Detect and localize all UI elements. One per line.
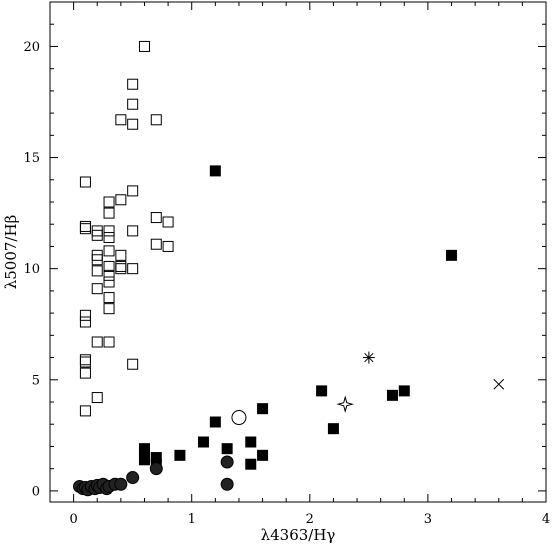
data-point-open-square [91,225,103,237]
data-point-filled-square [198,436,210,448]
data-point-open-square [91,249,103,261]
data-point-filled-circle [126,471,140,485]
data-point-open-square [103,232,115,244]
axis-ticks [50,1,547,502]
x-axis-label: λ4363/Hγ [261,526,336,544]
data-point-open-square [103,196,115,208]
tick-labels: 0 1 2 3 4 0 5 10 15 20 [23,40,550,527]
data-point-open-square [79,309,91,321]
x-tick-label: 3 [424,512,432,527]
data-point-filled-square [257,403,269,415]
data-point-open-square [127,98,139,110]
x-tick-label: 4 [542,512,550,527]
data-point-open-square [79,356,91,368]
data-point-open-square [79,354,91,366]
data-point-filled-square [245,458,257,470]
data-point-open-square [91,265,103,277]
data-point-open-square [127,185,139,197]
data-point-filled-square [257,449,269,461]
data-point-open-square [115,249,127,261]
data-point-open-square [103,276,115,288]
data-point-filled-square [327,423,339,435]
data-point-open-square [91,229,103,241]
data-point-open-square [115,114,127,126]
data-point-open-square [103,336,115,348]
data-point-open-square [162,216,174,228]
y-tick-label: 0 [32,484,40,499]
data-point-asterisk [362,351,375,364]
data-point-open-star [336,395,355,414]
data-point-open-square [127,225,139,237]
data-point-open-square [91,254,103,266]
data-point-open-square [103,260,115,272]
data-point-filled-square [446,249,458,261]
data-point-open-square [103,245,115,257]
data-point-filled-square [209,165,221,177]
y-tick-label: 15 [23,151,40,166]
data-point-open-square [79,316,91,328]
y-tick-label: 20 [23,40,40,55]
data-point-open-square [115,260,127,272]
data-point-open-square [115,263,127,275]
data-point-filled-square [245,436,257,448]
data-point-open-circle [231,410,247,426]
data-point-filled-circle [114,477,128,491]
data-point-filled-square [398,385,410,397]
data-point-filled-square [138,454,150,466]
data-point-open-square [103,207,115,219]
data-point-filled-square [386,389,398,401]
data-point-open-square [103,303,115,315]
x-tick-label: 0 [69,512,77,527]
data-point-open-square [150,238,162,250]
y-tick-label: 5 [32,373,40,388]
data-point-filled-square [316,385,328,397]
data-point-filled-circle [149,462,163,476]
data-point-open-square [103,225,115,237]
data-point-open-square [79,367,91,379]
data-point-open-square [103,292,115,304]
data-point-filled-square [174,449,186,461]
data-point-open-square [127,263,139,275]
data-point-open-square [79,405,91,417]
data-point-open-square [103,269,115,281]
data-point-open-square [79,220,91,232]
data-point-open-square [150,114,162,126]
y-tick-label: 10 [23,262,40,277]
data-point-cross [493,378,505,390]
plot-frame [49,1,547,503]
data-points [73,40,505,497]
data-point-filled-circle [220,455,234,469]
data-point-filled-square [221,443,233,455]
data-point-filled-circle [220,477,234,491]
data-point-open-square [91,283,103,295]
data-point-open-square [127,78,139,90]
data-point-open-square [162,240,174,252]
data-point-open-square [91,336,103,348]
data-point-open-square [127,358,139,370]
data-point-open-square [127,118,139,130]
data-point-open-square [150,212,162,224]
data-point-open-square [138,40,150,52]
data-point-open-square [115,194,127,206]
data-point-filled-square [209,416,221,428]
data-point-open-square [79,223,91,235]
x-tick-label: 2 [306,512,314,527]
data-point-open-square [91,392,103,404]
data-point-open-square [79,176,91,188]
x-tick-label: 1 [188,512,196,527]
y-axis-label: λ5007/Hβ [2,215,20,290]
